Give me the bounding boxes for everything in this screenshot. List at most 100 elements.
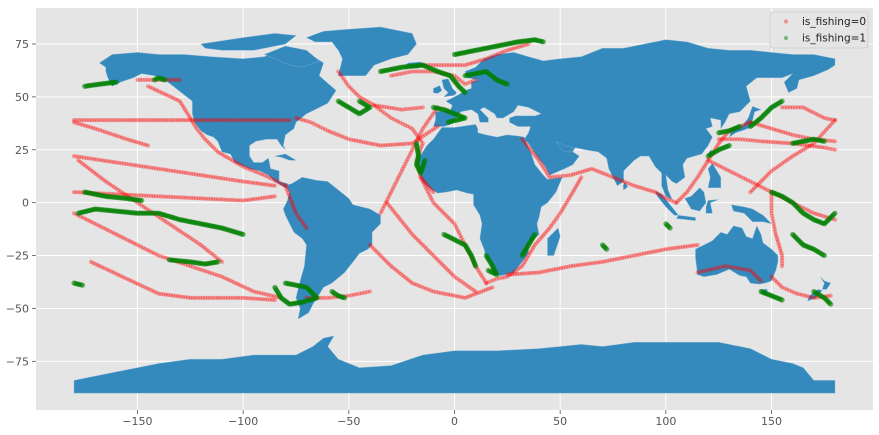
data-point [222,118,227,123]
data-point [476,268,481,273]
data-point [745,137,750,143]
data-point [563,265,569,270]
data-point [378,108,383,113]
data-point [794,291,800,296]
data-point [241,198,246,203]
legend-marker-is-fishing-1 [783,35,789,41]
data-point [465,283,470,288]
data-point [383,143,388,148]
data-point [80,161,85,166]
data-point [271,177,276,182]
data-point [465,294,470,300]
data-point [154,290,159,295]
data-point [507,47,512,52]
data-point [715,162,720,168]
data-point [127,239,132,244]
data-point [208,142,213,147]
data-point [393,180,398,185]
data-point [96,157,101,162]
data-point [683,244,688,249]
data-point [492,277,497,282]
data-point [666,246,671,251]
x-tick-label: −100 [228,415,258,428]
data-point [412,106,417,111]
data-point [521,139,526,144]
data-point [367,289,373,294]
data-point [283,183,288,188]
data-point [459,235,464,240]
data-point [417,137,422,142]
data-point [281,182,286,187]
data-point [71,190,77,195]
data-point [431,127,436,132]
data-point [134,139,139,145]
data-point [378,211,383,216]
data-point [403,123,408,128]
data-point [173,195,179,200]
data-point [424,186,429,191]
data-point [764,125,769,130]
data-point [606,173,611,178]
data-point [261,291,266,296]
data-point [327,129,333,134]
data-point [546,268,551,273]
data-point [764,187,769,192]
data-point [780,258,785,263]
data-point [264,118,269,123]
data-point [776,128,781,133]
data-point [386,202,391,207]
data-point [522,259,527,264]
data-point [373,248,378,253]
data-point [530,150,536,155]
data-point [582,168,587,173]
data-point [149,165,154,170]
data-point [802,206,807,211]
data-point [469,286,474,291]
data-point [78,214,83,219]
data-point [135,77,140,82]
data-point [267,194,273,200]
data-point [322,295,328,300]
data-point [271,294,276,299]
data-point [573,171,578,176]
data-point [105,227,110,232]
data-point [264,174,269,179]
data-point [260,182,265,187]
data-point [514,45,519,50]
data-point [632,183,637,188]
data-point [460,63,465,68]
data-point [189,118,194,123]
data-point [139,118,144,123]
data-point [728,264,733,270]
data-point [563,173,568,178]
data-point [196,241,201,246]
data-point [641,251,647,256]
data-point [81,123,86,128]
data-point [420,141,425,146]
data-point [173,169,179,174]
data-point [124,118,129,123]
data-point [433,255,438,260]
data-point [223,197,228,202]
data-point [161,194,166,199]
data-point [133,281,138,286]
data-point [441,211,446,216]
y-tick-label: 75 [15,38,29,51]
data-point [795,105,801,110]
data-point [224,118,230,123]
data-point [263,195,268,200]
data-point [404,106,409,112]
data-point [258,181,263,186]
data-point [286,190,291,195]
data-point [374,104,379,109]
data-point [567,196,572,201]
data-point [149,288,154,293]
data-point [382,104,387,109]
data-point [771,221,776,226]
data-point [194,240,199,245]
data-point [762,124,767,129]
data-point [381,204,387,209]
data-point [372,103,377,108]
data-point [337,71,342,76]
data-point [524,142,529,147]
